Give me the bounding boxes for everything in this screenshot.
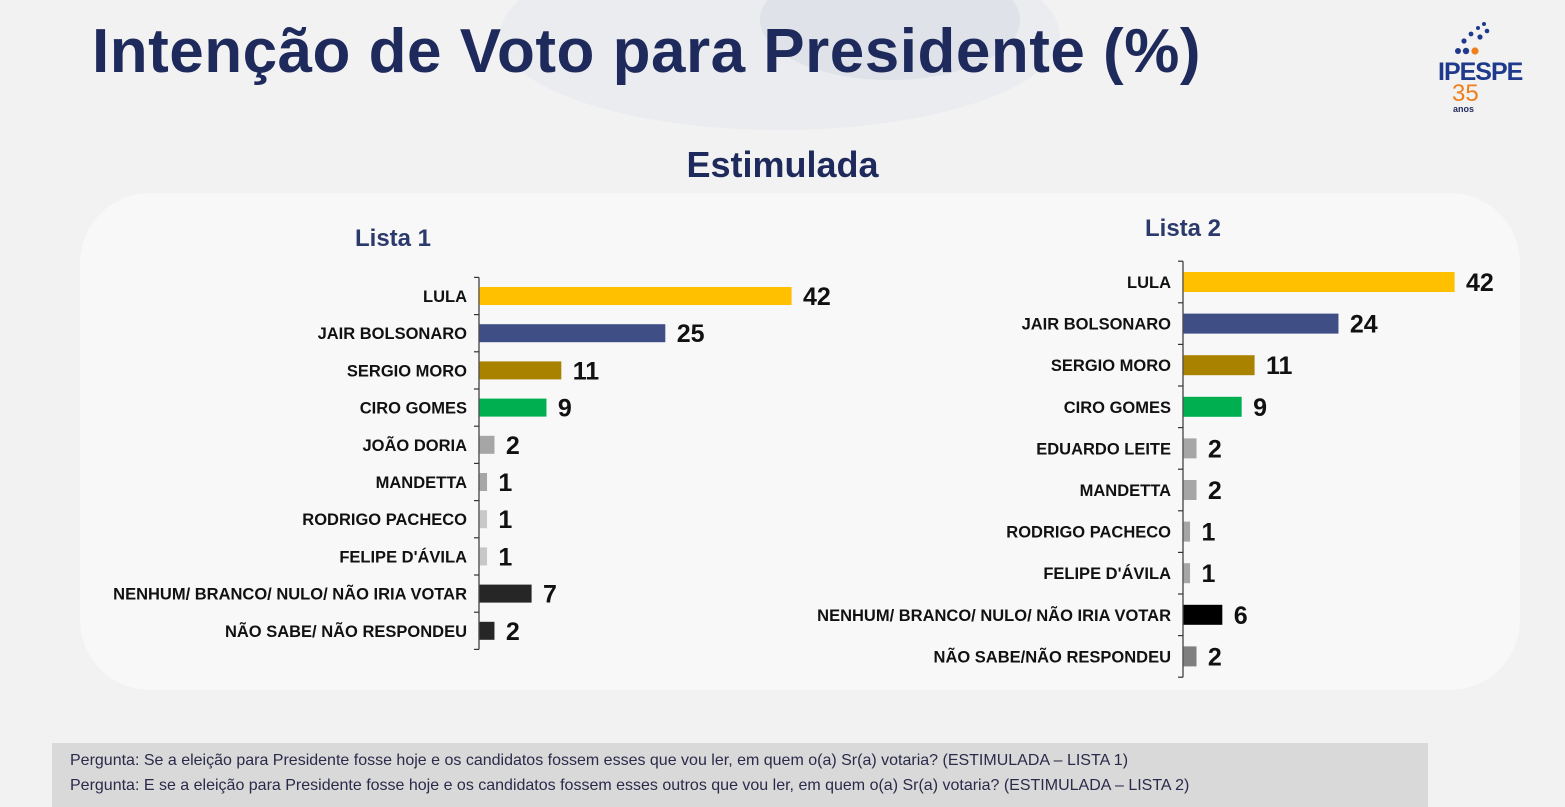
bar-felipe-d-vila <box>1183 563 1191 584</box>
category-label: SERGIO MORO <box>1051 357 1171 375</box>
category-label: CIRO GOMES <box>360 400 467 418</box>
bar-felipe-d-vila <box>479 547 488 566</box>
bar-lula <box>1183 272 1455 292</box>
data-label: 1 <box>498 543 512 571</box>
logo-number: 35 <box>1452 80 1479 107</box>
category-label: MANDETTA <box>376 474 467 492</box>
data-label: 1 <box>498 506 512 534</box>
data-label: 25 <box>677 320 705 348</box>
data-label: 2 <box>1208 477 1222 505</box>
data-label: 42 <box>1466 269 1494 297</box>
data-label: 42 <box>803 283 831 311</box>
category-label: NÃO SABE/NÃO RESPONDEU <box>934 646 1171 666</box>
data-label: 2 <box>506 618 520 646</box>
question-line-1: Pergunta: Se a eleição para Presidente f… <box>70 752 1129 769</box>
data-label: 9 <box>1253 394 1267 422</box>
bar-n-o-sabe-n-o-respondeu <box>1183 646 1197 667</box>
ipespe-logo: IPESPE 35 anos <box>1438 14 1528 119</box>
chart-title-lista-1: Lista 1 <box>355 225 432 252</box>
logo-dots-icon <box>1455 22 1490 55</box>
data-label: 1 <box>1201 519 1215 547</box>
category-label: NENHUM/ BRANCO/ NULO/ NÃO IRIA VOTAR <box>817 605 1171 625</box>
data-label: 6 <box>1234 602 1248 630</box>
bar-ciro-gomes <box>1183 396 1242 417</box>
data-label: 7 <box>543 581 557 609</box>
category-label: JAIR BOLSONARO <box>318 325 468 343</box>
data-label: 11 <box>1266 352 1293 380</box>
category-label: EDUARDO LEITE <box>1036 440 1171 458</box>
chart-lista-2: Lista 2 LULA 42 JAIR BOLSONARO 24 SERGIO MOR… <box>817 215 1494 678</box>
chart-title-lista-2: Lista 2 <box>1145 215 1222 242</box>
bar-nenhum-branco-nulo-n-o-iria-votar <box>1183 604 1223 625</box>
data-label: 2 <box>506 432 520 460</box>
bar-jo-o-doria <box>479 435 495 454</box>
bar-mandetta <box>1183 480 1197 500</box>
data-label: 11 <box>573 357 600 385</box>
bar-jair-bolsonaro <box>1183 313 1339 334</box>
question-line-2: Pergunta: E se a eleição para Presidente… <box>70 777 1190 794</box>
logo-caption: anos <box>1453 104 1475 114</box>
data-label: 2 <box>1208 643 1222 671</box>
category-label: MANDETTA <box>1080 482 1171 500</box>
bar-n-o-sabe-n-o-respondeu <box>479 621 495 640</box>
category-label: JAIR BOLSONARO <box>1022 316 1172 334</box>
bar-sergio-moro <box>1183 355 1255 376</box>
bar-nenhum-branco-nulo-n-o-iria-votar <box>479 584 532 603</box>
page-title: Intenção de Voto para Presidente (%) <box>92 17 1201 86</box>
category-label: LULA <box>1127 274 1171 292</box>
category-label: NÃO SABE/ NÃO RESPONDEU <box>225 621 467 641</box>
data-label: 9 <box>558 395 572 423</box>
category-label: LULA <box>423 288 467 306</box>
bar-rodrigo-pacheco <box>1183 521 1191 542</box>
category-label: FELIPE D'ÁVILA <box>1043 564 1171 583</box>
category-label: JOÃO DORIA <box>362 435 467 455</box>
category-label: RODRIGO PACHECO <box>302 511 467 529</box>
bar-jair-bolsonaro <box>479 324 666 343</box>
data-label: 1 <box>1201 560 1215 588</box>
bar-sergio-moro <box>479 361 562 380</box>
chart-subtitle: Estimulada <box>686 144 879 185</box>
category-label: SERGIO MORO <box>347 362 467 380</box>
bar-rodrigo-pacheco <box>479 510 488 529</box>
category-label: RODRIGO PACHECO <box>1006 524 1171 542</box>
bar-eduardo-leite <box>1183 438 1197 459</box>
chart-lista-1: Lista 1 LULA 42 JAIR BOLSONARO 25 SERGIO MOR… <box>0 0 831 700</box>
category-label: CIRO GOMES <box>1064 399 1171 417</box>
category-label: NENHUM/ BRANCO/ NULO/ NÃO IRIA VOTAR <box>113 584 467 604</box>
bar-lula <box>479 287 792 305</box>
data-label: 2 <box>1208 435 1222 463</box>
data-label: 1 <box>498 469 512 497</box>
question-footer: Pergunta: Se a eleição para Presidente f… <box>52 743 1428 807</box>
category-label: FELIPE D'ÁVILA <box>339 547 467 566</box>
logo-wordmark: IPESPE <box>1438 58 1523 86</box>
bar-ciro-gomes <box>479 398 547 417</box>
bar-mandetta <box>479 473 488 491</box>
data-label: 24 <box>1350 311 1378 339</box>
